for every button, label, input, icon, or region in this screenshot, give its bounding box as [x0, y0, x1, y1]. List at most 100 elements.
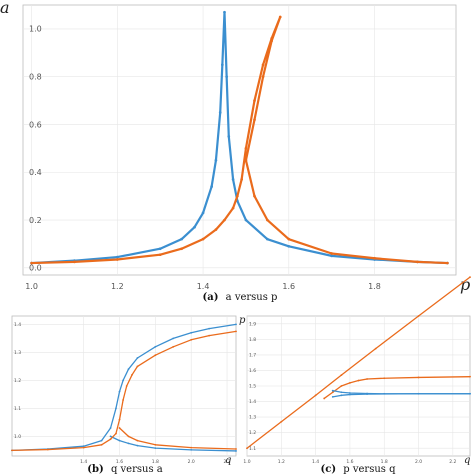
y-tick-label: 1.4: [249, 399, 256, 405]
series-orange-line: [11, 330, 237, 452]
data-point-blue: [331, 389, 334, 392]
data-point-orange: [115, 432, 117, 435]
data-point-orange: [131, 373, 133, 376]
data-point-blue: [136, 357, 139, 359]
data-point-orange: [115, 258, 119, 261]
data-point-blue: [190, 448, 193, 451]
x-axis-label-a: p: [460, 275, 470, 294]
caption-text-a: a versus p: [226, 292, 278, 303]
data-point-blue: [210, 185, 213, 188]
x-tick-label: 1.6: [116, 459, 123, 465]
y-tick-label: 1.0: [14, 434, 21, 440]
data-point-orange: [357, 379, 360, 382]
data-point-orange: [118, 427, 121, 429]
data-point-blue: [154, 447, 157, 450]
x-tick-label: 1.6: [346, 459, 353, 465]
data-point-orange: [416, 260, 419, 264]
caption-label-a: (a): [203, 292, 219, 303]
caption-label-c: (c): [321, 464, 337, 474]
data-point-blue: [366, 393, 368, 395]
data-point-blue: [109, 435, 112, 438]
x-axis-label-c: q: [464, 455, 470, 466]
data-point-orange: [383, 377, 386, 380]
data-point-blue: [118, 439, 121, 442]
data-point-orange: [366, 378, 368, 380]
data-point-orange: [73, 260, 76, 264]
data-point-blue: [136, 444, 139, 447]
data-point-blue: [287, 244, 291, 248]
data-point-blue: [223, 10, 226, 14]
data-point-blue: [193, 225, 196, 229]
y-tick-label: 1.0: [29, 25, 42, 34]
data-point-blue: [469, 392, 471, 395]
data-point-orange: [330, 252, 334, 255]
x-tick-label: 1.4: [80, 459, 87, 465]
y-tick-label: 0.4: [29, 168, 42, 177]
plot-frame-a: [22, 4, 457, 276]
data-point-blue: [227, 135, 231, 138]
data-point-orange: [180, 247, 183, 251]
data-point-blue: [231, 178, 235, 181]
data-point-blue: [266, 237, 269, 241]
data-point-orange: [246, 447, 248, 450]
data-point-orange: [154, 443, 157, 446]
data-point-orange: [469, 276, 471, 279]
x-tick-label: 2.2: [223, 459, 230, 465]
data-point-blue: [180, 237, 183, 241]
data-point-blue: [349, 393, 351, 396]
data-point-blue: [122, 379, 124, 382]
caption-text-b: q versus a: [111, 464, 163, 474]
data-point-blue: [349, 392, 351, 394]
y-tick-label: 1.3: [14, 350, 21, 356]
y-tick-label: 1.6: [249, 368, 256, 374]
x-tick-label: 1.4: [197, 282, 210, 291]
y-tick-label: 0.0: [29, 264, 42, 273]
series-orange-line: [118, 427, 237, 450]
data-point-blue: [115, 407, 117, 410]
panel-c: 1.0 1.2 1.4 1.6 1.8 2.0 2.2 1.1 1.2 1.3 1.4 1.5 1.6 1…: [239, 276, 471, 474]
y-axis-label-a: a: [0, 0, 10, 17]
data-point-blue: [127, 442, 130, 445]
y-tick-label: 1.5: [249, 384, 256, 390]
data-point-blue: [244, 218, 248, 222]
series-orange-line: [30, 15, 449, 265]
data-point-orange: [253, 99, 256, 102]
y-tick-label: 1.7: [249, 352, 256, 358]
data-point-orange: [231, 206, 235, 210]
data-point-blue: [221, 63, 224, 67]
y-tick-label: 1.8: [249, 337, 256, 343]
data-point-orange: [46, 448, 49, 451]
data-point-blue: [218, 111, 222, 114]
data-point-orange: [172, 345, 175, 348]
data-point-orange: [261, 63, 265, 67]
data-point-orange: [417, 315, 420, 317]
y-tick-label: 1.9: [249, 321, 256, 327]
series-orange-line: [246, 276, 471, 449]
x-tick-label: 2.0: [415, 459, 422, 465]
data-point-orange: [82, 446, 85, 449]
data-point-orange: [122, 399, 124, 401]
panel-b: 1.4 1.6 1.8 2.0 2.2 1.0 1.1 1.2 1.3 1.4 q (b) q v…: [11, 315, 237, 474]
x-tick-label: 1.2: [278, 459, 285, 465]
data-point-orange: [244, 147, 248, 150]
data-point-orange: [240, 178, 243, 181]
x-tick-label: 1.0: [243, 459, 250, 465]
series-blue-line: [332, 393, 471, 398]
data-point-blue: [100, 439, 103, 442]
data-point-blue: [118, 390, 121, 393]
caption-text-c: p versus q: [343, 464, 396, 474]
y-tick-label: 0.6: [29, 120, 42, 129]
data-point-orange: [109, 438, 112, 441]
data-point-orange: [214, 228, 218, 231]
data-point-blue: [340, 394, 343, 397]
data-point-orange: [280, 420, 283, 423]
data-point-orange: [11, 449, 13, 452]
data-point-orange: [223, 218, 226, 222]
data-point-orange: [469, 375, 471, 378]
x-tick-label: 2.2: [449, 459, 456, 465]
data-point-orange: [417, 376, 420, 379]
y-tick-label: 1.1: [14, 406, 21, 412]
data-point-orange: [314, 394, 317, 397]
data-point-blue: [417, 392, 420, 395]
data-point-orange: [278, 15, 282, 19]
